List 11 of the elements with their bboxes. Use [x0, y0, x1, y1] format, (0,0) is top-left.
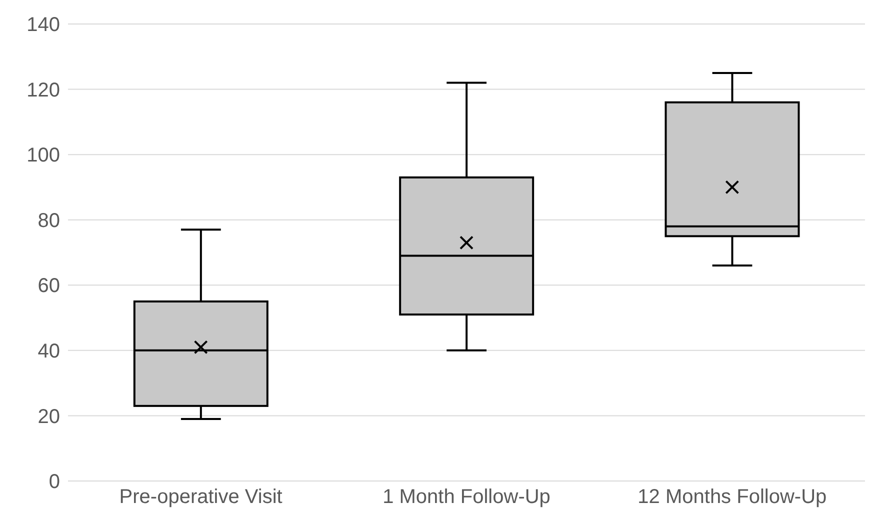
y-tick-label: 60 — [38, 275, 60, 298]
y-tick-label: 80 — [38, 210, 60, 232]
x-tick-label: 1 Month Follow-Up — [382, 486, 550, 508]
x-tick-label: 12 Months Follow-Up — [638, 486, 827, 508]
y-tick-label: 0 — [48, 471, 60, 494]
y-tick-label: 140 — [26, 14, 60, 36]
y-tick-label: 40 — [38, 340, 60, 363]
y-tick-label: 20 — [38, 406, 60, 428]
y-tick-label: 120 — [26, 79, 60, 102]
y-tick-label: 100 — [26, 144, 60, 167]
x-tick-label: Pre-operative Visit — [119, 486, 283, 508]
